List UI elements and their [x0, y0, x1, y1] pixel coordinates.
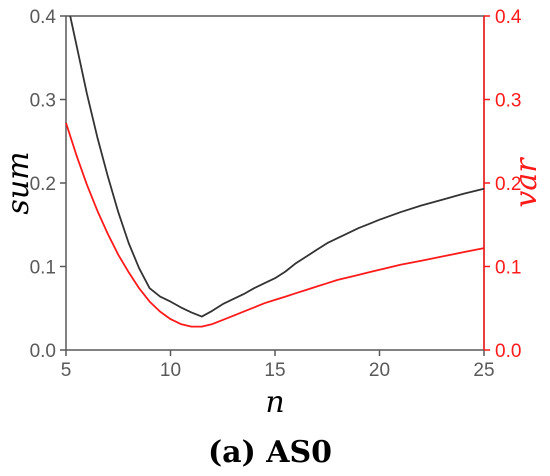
y-right-tick-label: 0.1 [495, 258, 521, 279]
y-axis-right-label: var [509, 157, 544, 208]
y-left-tick-label: 0.4 [30, 7, 57, 28]
var-series-line [65, 122, 485, 328]
x-tick-label: 10 [160, 360, 181, 381]
y-axis-left-label: sum [1, 151, 36, 214]
caption-prefix: (a) [208, 435, 256, 470]
y-right-tick-label: 0.0 [495, 341, 521, 362]
chart-caption: (a) AS0 [208, 435, 332, 470]
sum-series-line [69, 15, 485, 318]
lines-layer [65, 15, 485, 328]
caption-name: AS0 [265, 435, 332, 470]
x-axis-label: n [265, 385, 284, 420]
y-right-tick-label: 0.2 [495, 174, 521, 195]
x-tick-label: 5 [61, 360, 72, 381]
ticks-layer: 5 10 15 20 250.00.10.20.30.40.00.10.20.30.4 [30, 7, 522, 381]
x-tick-label: 20 [369, 360, 390, 381]
y-left-tick-label: 0.1 [30, 258, 56, 279]
x-tick-label: 25 [473, 360, 494, 381]
y-left-tick-label: 0.0 [30, 341, 56, 362]
x-tick-label: 15 [264, 360, 285, 381]
y-left-tick-label: 0.2 [30, 174, 56, 195]
y-right-tick-label: 0.4 [495, 7, 522, 28]
y-left-tick-label: 0.3 [30, 91, 56, 112]
y-right-tick-label: 0.3 [495, 91, 521, 112]
